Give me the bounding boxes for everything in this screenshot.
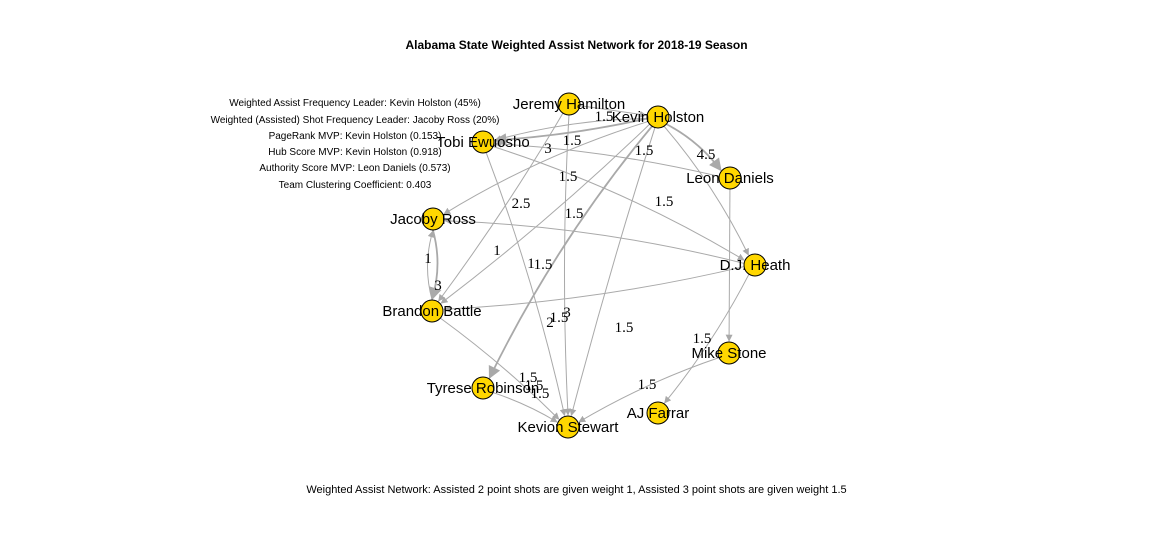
stat-clustering: Team Clustering Coefficient: 0.403 [278, 180, 432, 191]
node-tr: Tyrese Robinson [427, 376, 540, 400]
chart-title: Alabama State Weighted Assist Network fo… [405, 38, 748, 52]
node-circle [557, 92, 581, 116]
edge-weight-label: 4.5 [697, 147, 716, 163]
edge-weight-label: 3 [563, 305, 571, 321]
edge-kh-to-ld [665, 123, 722, 172]
node-label: Tyrese Robinson [427, 380, 540, 397]
edge-te-to-ks [485, 152, 567, 417]
edge-tr-to-ks [492, 392, 558, 423]
edge-bb-to-ks [440, 317, 560, 420]
edge-ld-to-te [494, 140, 720, 177]
node-label: Leon Daniels [686, 170, 774, 187]
edge-weight-label: 1.5 [525, 378, 544, 394]
node-te: Tobi Ewuosho [436, 130, 530, 154]
footer-note: Weighted Assist Network: Assisted 2 poin… [306, 484, 847, 496]
edge-kh-to-ks [569, 127, 656, 417]
edge-weight-label: 1.5 [563, 133, 582, 149]
edge-jh-to-bb [438, 112, 564, 302]
edge-weight-label: 1.5 [693, 331, 712, 347]
edge-jh-to-kh [579, 105, 647, 118]
node-label: Jacoby Ross [390, 211, 476, 228]
edge-jr-to-bb [429, 229, 442, 301]
node-circle [420, 299, 444, 323]
node-af: AJ Farrar [627, 401, 690, 425]
edge-weight-label: 1.5 [655, 194, 674, 210]
node-circle [421, 207, 445, 231]
edge-weight-label: 3 [544, 141, 552, 157]
stat-authority-score: Authority Score MVP: Leon Daniels (0.573… [259, 163, 451, 174]
node-circle [471, 130, 495, 154]
node-circle [471, 376, 495, 400]
node-label: Kevin Holston [612, 109, 705, 126]
node-circle [646, 401, 670, 425]
edge-ms-to-ks [578, 357, 720, 423]
edge-weight-label: 1.5 [559, 169, 578, 185]
node-bb: Brandon Battle [382, 299, 482, 323]
node-ms: Mike Stone [691, 341, 767, 365]
edge-weight-label: 1 [527, 256, 535, 272]
node-label: D.J. Heath [720, 257, 791, 274]
node-jr: Jacoby Ross [390, 207, 476, 231]
node-jh: Jeremy Hamilton [513, 92, 626, 116]
node-label: Kevion Stewart [518, 419, 620, 436]
edge-weight-label: 3 [434, 278, 442, 294]
node-circle [717, 341, 741, 365]
node-label: Mike Stone [691, 345, 766, 362]
stat-shot-leader: Weighted (Assisted) Shot Frequency Leade… [210, 115, 500, 126]
node-label: AJ Farrar [627, 405, 690, 422]
edge-weight-label: 1.5 [615, 320, 634, 336]
edge-weight-label: 1.5 [519, 370, 538, 386]
stat-hub-score: Hub Score MVP: Kevin Holston (0.918) [268, 147, 442, 158]
edge-weight-label: 1.5 [565, 206, 584, 222]
node-circle [556, 415, 580, 439]
node-circle [646, 105, 670, 129]
edge-weight-label: 1.5 [531, 386, 550, 402]
edge-dh-to-jr [444, 217, 745, 264]
edge-dh-to-af [664, 273, 750, 404]
edge-ld-to-ms [725, 188, 733, 342]
edge-kh-to-te [493, 117, 648, 146]
edge-te-to-dh [492, 146, 745, 261]
edge-kh-to-tr [488, 125, 653, 380]
node-kh: Kevin Holston [612, 105, 705, 129]
edge-weight-label: 1 [424, 251, 432, 267]
edge-weight-label: 1.5 [595, 109, 614, 125]
node-circle [718, 166, 742, 190]
edge-weight-label: 1 [493, 243, 501, 259]
stat-pagerank: PageRank MVP: Kevin Holston (0.153) [268, 131, 442, 142]
stat-assist-leader: Weighted Assist Frequency Leader: Kevin … [229, 98, 481, 109]
node-ld: Leon Daniels [686, 166, 774, 190]
edge-labels-layer: 1.51.53 4.531.51.52.511.51.51.511.5131.52… [424, 109, 715, 402]
node-ks: Kevion Stewart [518, 415, 620, 439]
node-dh: D.J. Heath [720, 253, 791, 277]
edge-weight-label: 1.5 [638, 377, 657, 393]
edge-weight-label: 2.5 [512, 196, 531, 212]
edge-weight-label: 1.5 [635, 143, 654, 159]
edge-kh-to-te [494, 118, 648, 142]
edge-kh-to-bb [440, 123, 651, 304]
node-label: Jeremy Hamilton [513, 96, 626, 113]
node-label: Tobi Ewuosho [436, 134, 529, 151]
edge-dh-to-bb [443, 266, 745, 313]
edge-weight-label: 2 [546, 315, 554, 331]
edge-jh-to-ks [563, 114, 572, 416]
node-label: Brandon Battle [382, 303, 481, 320]
edge-kh-to-jr [443, 121, 649, 215]
edges-layer [427, 105, 750, 423]
edge-kh-to-dh [663, 125, 749, 256]
node-circle [743, 253, 767, 277]
edge-weight-label: 1.5 [534, 257, 553, 273]
edge-weight-label: 1.5 [550, 310, 569, 326]
